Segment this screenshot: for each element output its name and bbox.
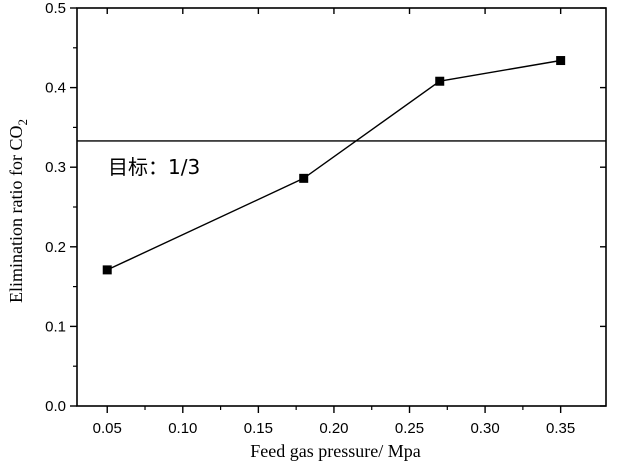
- data-point: [299, 173, 309, 183]
- y-tick-label: 0.2: [45, 239, 66, 256]
- axis-titles: Feed gas pressure/ Mpa Elimination ratio…: [6, 119, 421, 461]
- y-axis-title-main: Elimination ratio for CO: [6, 126, 26, 303]
- x-tick-label: 0.15: [244, 420, 273, 437]
- y-tick-label: 0.4: [45, 80, 66, 97]
- x-tick-label: 0.05: [93, 420, 122, 437]
- x-tick-label: 0.30: [470, 420, 499, 437]
- y-tick-label: 0.5: [45, 0, 66, 17]
- x-tick-label: 0.25: [395, 420, 424, 437]
- y-axis-title-subscript: 2: [15, 119, 30, 126]
- y-tick-label: 0.3: [45, 159, 66, 176]
- series-group: [102, 56, 566, 275]
- y-tick-label: 0.1: [45, 318, 66, 335]
- x-axis-title: Feed gas pressure/ Mpa: [250, 441, 420, 461]
- x-tick-label: 0.35: [546, 420, 575, 437]
- reference-line-label: 目标：1/3: [108, 155, 200, 179]
- reference-line-group: 目标：1/3: [77, 140, 606, 179]
- x-tick-label: 0.20: [319, 420, 348, 437]
- data-point: [556, 56, 566, 66]
- data-point: [102, 265, 112, 275]
- plot-frame: [76, 7, 607, 407]
- series-line: [106, 59, 561, 271]
- y-tick-label: 0.0: [45, 398, 66, 415]
- data-point: [435, 76, 445, 86]
- axes: 0.05 0.10 0.15 0.20 0.25 0.30 0.35 0.0 0.1 0.2 0.3…: [45, 0, 607, 437]
- x-tick-label: 0.10: [168, 420, 197, 437]
- y-axis-title: Elimination ratio for CO2: [6, 119, 30, 303]
